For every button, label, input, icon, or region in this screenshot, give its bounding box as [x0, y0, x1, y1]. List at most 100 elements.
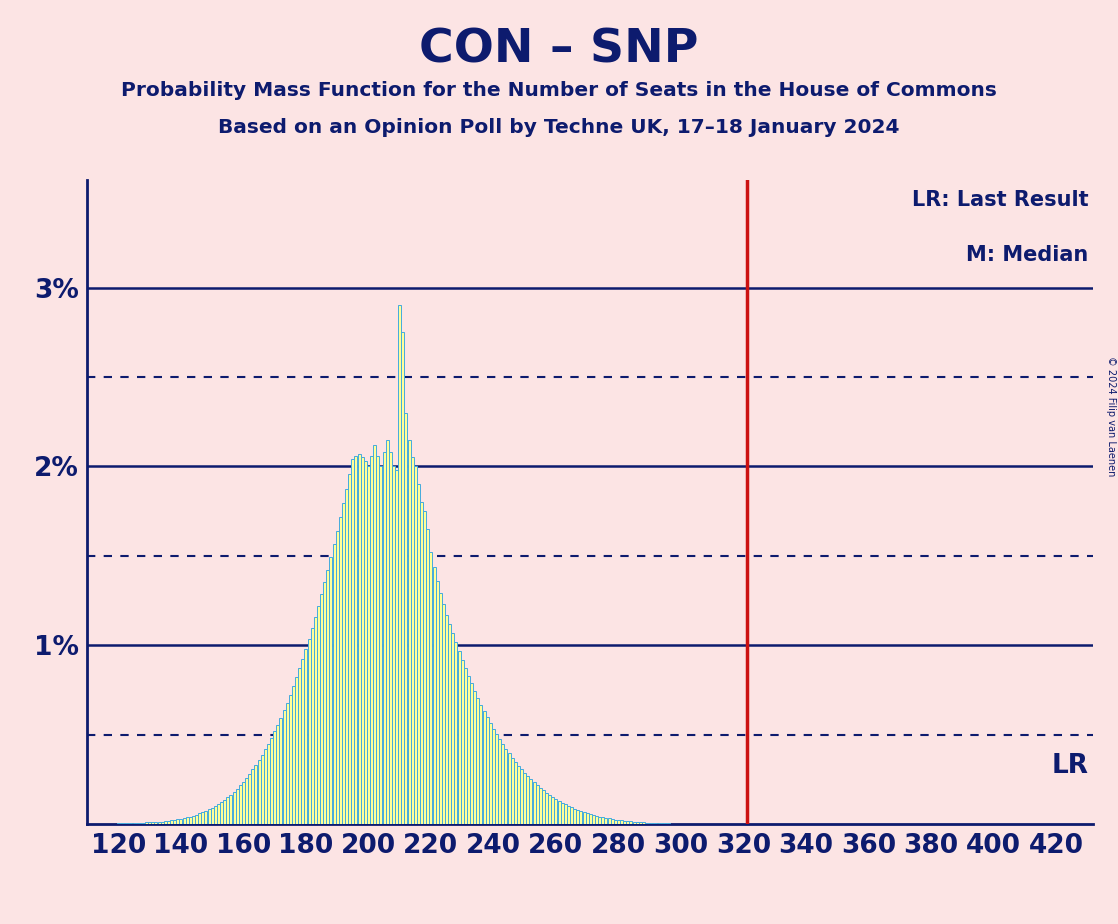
Bar [180, 819, 182, 824]
Bar [133, 823, 135, 824]
Bar [330, 557, 332, 824]
Bar [452, 633, 454, 824]
Bar [480, 704, 483, 824]
Bar [464, 668, 467, 824]
Bar [311, 628, 314, 824]
Bar [151, 822, 154, 824]
Bar [546, 793, 548, 824]
Bar [326, 570, 330, 824]
Bar [436, 581, 438, 824]
Bar [582, 812, 586, 824]
Bar [508, 753, 511, 824]
Bar [195, 815, 198, 824]
Bar [154, 821, 158, 824]
Bar [517, 766, 520, 824]
Bar [386, 440, 389, 824]
Bar [429, 553, 433, 824]
Text: LR: LR [1051, 753, 1089, 779]
Bar [217, 804, 220, 824]
Bar [570, 808, 574, 824]
Bar [405, 413, 407, 824]
Bar [373, 445, 376, 824]
Bar [186, 818, 189, 824]
Bar [654, 823, 657, 824]
Bar [210, 808, 214, 824]
Bar [192, 816, 195, 824]
Bar [642, 822, 645, 824]
Bar [164, 821, 167, 824]
Bar [260, 755, 264, 824]
Bar [236, 788, 238, 824]
Bar [173, 820, 177, 824]
Bar [607, 819, 610, 824]
Bar [370, 456, 373, 824]
Bar [214, 806, 217, 824]
Bar [483, 711, 485, 824]
Bar [504, 748, 508, 824]
Bar [445, 614, 448, 824]
Bar [563, 805, 567, 824]
Bar [442, 604, 445, 824]
Bar [280, 718, 283, 824]
Bar [605, 818, 607, 824]
Bar [224, 799, 226, 824]
Bar [363, 461, 367, 824]
Bar [205, 810, 208, 824]
Bar [382, 452, 386, 824]
Bar [295, 677, 299, 824]
Bar [408, 440, 410, 824]
Bar [633, 821, 635, 824]
Bar [495, 734, 498, 824]
Bar [555, 799, 558, 824]
Bar [389, 452, 391, 824]
Bar [239, 785, 241, 824]
Bar [320, 594, 323, 824]
Bar [401, 333, 405, 824]
Bar [591, 815, 595, 824]
Bar [542, 790, 544, 824]
Bar [617, 820, 619, 824]
Bar [473, 691, 476, 824]
Bar [454, 642, 457, 824]
Text: CON – SNP: CON – SNP [419, 28, 699, 73]
Bar [182, 818, 186, 824]
Bar [620, 821, 623, 824]
Bar [142, 822, 145, 824]
Text: Based on an Opinion Poll by Techne UK, 17–18 January 2024: Based on an Opinion Poll by Techne UK, 1… [218, 118, 900, 138]
Bar [523, 772, 527, 824]
Bar [638, 822, 642, 824]
Bar [392, 467, 395, 824]
Bar [264, 749, 267, 824]
Bar [492, 729, 495, 824]
Text: M: Median: M: Median [966, 245, 1089, 264]
Bar [461, 660, 464, 824]
Bar [610, 819, 614, 824]
Bar [255, 765, 257, 824]
Bar [198, 813, 201, 824]
Bar [339, 517, 342, 824]
Bar [267, 744, 269, 824]
Bar [271, 737, 273, 824]
Bar [489, 723, 492, 824]
Bar [527, 776, 529, 824]
Bar [354, 456, 358, 824]
Bar [420, 503, 423, 824]
Bar [345, 489, 348, 824]
Bar [229, 795, 233, 824]
Bar [601, 817, 605, 824]
Bar [377, 456, 379, 824]
Bar [398, 306, 401, 824]
Bar [283, 711, 285, 824]
Bar [414, 467, 417, 824]
Bar [189, 817, 192, 824]
Bar [342, 503, 345, 824]
Bar [558, 801, 560, 824]
Bar [252, 770, 254, 824]
Bar [257, 760, 260, 824]
Bar [645, 822, 648, 824]
Bar [551, 797, 555, 824]
Bar [299, 668, 301, 824]
Bar [177, 820, 179, 824]
Bar [536, 785, 539, 824]
Bar [276, 724, 280, 824]
